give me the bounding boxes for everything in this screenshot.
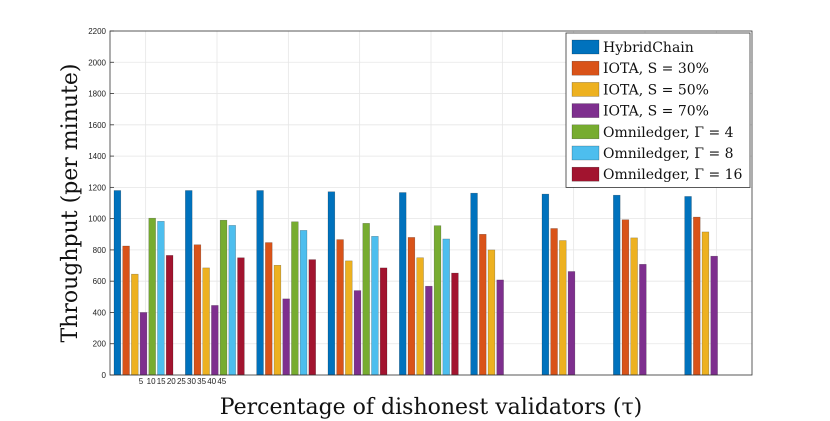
y-tick-label: 800 (93, 246, 107, 255)
bar (165, 255, 174, 376)
legend-swatch (571, 82, 600, 97)
y-tick-label: 600 (93, 277, 107, 286)
legend-swatch (571, 124, 600, 140)
legend-label: Omniledger, Γ = 16 (603, 167, 743, 183)
bar (139, 312, 148, 376)
bar (559, 240, 567, 376)
bar (148, 217, 156, 376)
y-tick-label: 2200 (88, 27, 106, 36)
x-tick-label: 35 (197, 377, 206, 386)
bar (362, 223, 370, 376)
bar (219, 219, 228, 376)
legend-swatch (571, 60, 600, 76)
plot-frame (109, 30, 753, 376)
bar (451, 272, 459, 376)
bar (273, 264, 282, 376)
bar (265, 242, 273, 376)
bar (131, 273, 139, 376)
bars (113, 190, 718, 376)
bar (639, 264, 647, 376)
legend-swatch (571, 39, 600, 55)
x-tick-label: 30 (187, 377, 196, 386)
x-tick-label: 20 (167, 377, 176, 386)
bar (291, 221, 299, 376)
y-tick-label: 2000 (88, 58, 106, 67)
bar (693, 216, 701, 376)
bar (202, 267, 210, 376)
bar (567, 271, 576, 376)
bar (157, 221, 165, 376)
x-tick-label: 5 (139, 377, 144, 386)
legend-swatch (571, 103, 600, 118)
bar (308, 259, 316, 376)
x-axis: 5 10 15 20 25 30 35 40 45 (139, 377, 227, 386)
y-tick-label: 200 (93, 340, 107, 349)
x-tick-label: 15 (157, 377, 166, 386)
x-tick-label: 25 (177, 377, 186, 386)
bar (470, 192, 478, 376)
bar (113, 190, 122, 376)
bar (710, 255, 718, 376)
bar (353, 290, 362, 376)
bar (684, 196, 692, 376)
legend-label: Omniledger, Γ = 8 (603, 146, 734, 162)
legend-label: HybridChain (603, 40, 694, 56)
legend-label: IOTA, S = 70% (603, 104, 709, 120)
bar (479, 234, 487, 376)
x-axis-title: Percentage of dishonest validators (τ) (220, 395, 642, 420)
bar (407, 237, 416, 376)
legend-label: IOTA, S = 50% (603, 82, 709, 98)
y-axis: 0 200 400 600 800 1000 1200 1400 1600 1800 2000 220… (88, 27, 114, 380)
x-tick-label: 10 (147, 377, 156, 386)
x-tick-label: 40 (207, 377, 216, 386)
bar (701, 231, 710, 376)
bar (345, 260, 353, 376)
bar (550, 228, 558, 376)
y-tick-label: 1800 (88, 90, 106, 99)
y-tick-label: 400 (93, 308, 107, 317)
bar (228, 225, 236, 376)
bar (299, 230, 308, 376)
bar (371, 236, 379, 376)
bar (425, 285, 433, 376)
bar (630, 237, 638, 376)
legend-swatch (571, 166, 600, 182)
bar (122, 245, 130, 376)
legend: HybridChain IOTA, S = 30% IOTA, S = 50% IOT… (565, 32, 751, 188)
bar (399, 192, 407, 376)
y-tick-label: 1400 (88, 152, 106, 161)
legend-swatch (571, 145, 600, 161)
bar (416, 257, 424, 376)
bar (496, 279, 504, 376)
bar (327, 191, 336, 376)
bar (256, 190, 264, 376)
bar (211, 305, 219, 376)
bar (185, 190, 193, 376)
bar (487, 249, 496, 376)
bar (613, 194, 621, 376)
y-tick-label: 1200 (88, 183, 106, 192)
bar (433, 225, 442, 376)
bar (193, 244, 202, 376)
y-tick-label: 0 (102, 371, 107, 380)
bar (336, 239, 344, 376)
bar (379, 267, 388, 376)
bar (442, 238, 450, 376)
bar (237, 257, 245, 376)
legend-label: Omniledger, Γ = 4 (603, 125, 734, 141)
legend-label: IOTA, S = 30% (603, 61, 709, 77)
bar (541, 193, 550, 376)
y-tick-label: 1600 (88, 121, 106, 130)
bar (282, 298, 290, 376)
y-axis-title: Throughput (per minute) (58, 64, 83, 343)
x-tick-label: 45 (217, 377, 226, 386)
y-tick-label: 1000 (88, 215, 106, 224)
bar (621, 219, 630, 376)
